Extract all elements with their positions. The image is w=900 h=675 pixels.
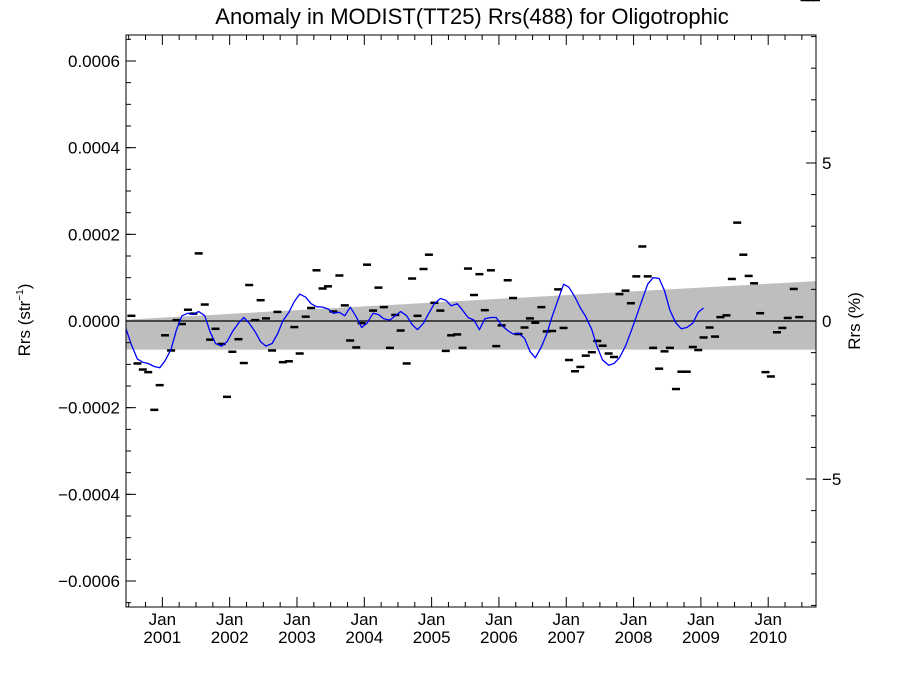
uncertainty-band <box>126 281 816 350</box>
smoothed-anomaly-layer <box>125 277 705 369</box>
y-axis-label-left-base: Rrs (str <box>15 300 34 356</box>
y-axis-label-left-close: ) <box>15 284 34 290</box>
x-tick-label-year-2: 2003 <box>278 628 316 647</box>
x-tick-label-year-0: 2001 <box>143 628 181 647</box>
y-left-tick-label-2: 0.0002 <box>68 225 120 244</box>
x-tick-label-year-4: 2005 <box>413 628 451 647</box>
x-tick-label-month-9: Jan <box>754 610 781 629</box>
x-tick-label-year-1: 2002 <box>211 628 249 647</box>
y-right-tick-label-1: 0 <box>822 312 831 331</box>
x-tick-label-month-2: Jan <box>283 610 310 629</box>
x-tick-label-month-8: Jan <box>687 610 714 629</box>
x-tick-label-year-5: 2006 <box>480 628 518 647</box>
y-left-tick-label-4: −0.0002 <box>58 399 120 418</box>
smoothed-anomaly-line <box>125 277 705 369</box>
axes <box>125 34 817 608</box>
x-tick-label-month-0: Jan <box>149 610 176 629</box>
x-tick-label-year-7: 2008 <box>615 628 653 647</box>
uncertainty-band-layer <box>126 281 816 350</box>
chart-title: Anomaly in MODIST(TT25) Rrs(488) for Oli… <box>215 4 728 29</box>
x-tick-label-year-9: 2010 <box>749 628 787 647</box>
tick-labels: 0.0006 0.0004 0.0002 0.0000 −0.0002 −0.0004 −0… <box>58 52 841 647</box>
y-axis-label-left-exponent: −1 <box>15 289 26 301</box>
y-axis-label-left: Rrs (str−1) <box>15 284 34 357</box>
x-tick-label-month-7: Jan <box>620 610 647 629</box>
x-tick-label-year-8: 2009 <box>682 628 720 647</box>
x-tick-label-year-3: 2004 <box>345 628 383 647</box>
y-left-tick-label-0: 0.0006 <box>68 52 120 71</box>
x-tick-label-month-4: Jan <box>418 610 445 629</box>
y-left-tick-label-1: 0.0004 <box>68 139 120 158</box>
x-tick-label-month-6: Jan <box>553 610 580 629</box>
y-axis-label-right: Rrs (%) <box>845 292 864 350</box>
x-tick-label-month-5: Jan <box>485 610 512 629</box>
y-right-tick-label-0: 5 <box>822 154 831 173</box>
y-left-tick-label-6: −0.0006 <box>58 572 120 591</box>
monthly-anomaly-points <box>127 0 820 412</box>
x-tick-label-month-1: Jan <box>216 610 243 629</box>
y-right-tick-label-2: −5 <box>822 470 841 489</box>
y-left-tick-label-5: −0.0004 <box>58 485 120 504</box>
x-tick-label-year-6: 2007 <box>547 628 585 647</box>
x-tick-label-month-3: Jan <box>351 610 378 629</box>
y-left-tick-label-3: 0.0000 <box>68 312 120 331</box>
